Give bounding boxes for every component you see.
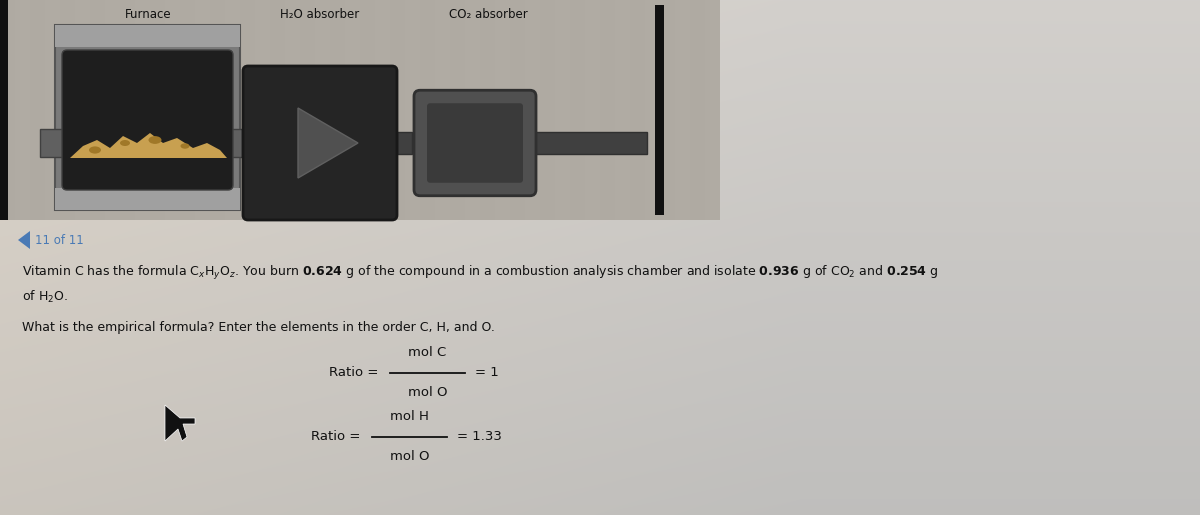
Ellipse shape (149, 136, 162, 144)
Ellipse shape (180, 143, 190, 149)
Text: 11 of 11: 11 of 11 (35, 233, 84, 247)
Text: CO₂ absorber: CO₂ absorber (449, 8, 527, 21)
FancyBboxPatch shape (256, 132, 263, 154)
FancyBboxPatch shape (55, 25, 240, 47)
Polygon shape (298, 108, 358, 178)
Text: mol O: mol O (408, 386, 448, 400)
Text: Ratio =: Ratio = (329, 367, 378, 380)
Text: mol O: mol O (390, 451, 430, 464)
Text: mol H: mol H (390, 410, 428, 423)
FancyBboxPatch shape (397, 132, 412, 154)
Text: Furnace: Furnace (125, 8, 172, 21)
Polygon shape (166, 405, 194, 441)
Text: = 1.33: = 1.33 (457, 431, 502, 443)
FancyBboxPatch shape (55, 188, 240, 210)
Text: H₂O absorber: H₂O absorber (281, 8, 360, 21)
FancyBboxPatch shape (414, 90, 536, 196)
Ellipse shape (120, 140, 130, 146)
FancyBboxPatch shape (244, 132, 397, 154)
Text: of H$_2$O.: of H$_2$O. (22, 289, 68, 305)
Text: mol C: mol C (408, 347, 446, 359)
FancyBboxPatch shape (244, 66, 397, 220)
Polygon shape (70, 133, 227, 158)
Text: Ratio =: Ratio = (311, 431, 360, 443)
FancyBboxPatch shape (55, 25, 240, 210)
FancyBboxPatch shape (0, 0, 8, 220)
FancyBboxPatch shape (655, 5, 664, 215)
FancyBboxPatch shape (0, 0, 720, 220)
FancyBboxPatch shape (427, 103, 523, 183)
Polygon shape (18, 231, 30, 249)
Text: Vitamin C has the formula C$_x$H$_y$O$_z$. You burn $\bf{0.624}$ g of the compou: Vitamin C has the formula C$_x$H$_y$O$_z… (22, 264, 938, 282)
FancyBboxPatch shape (62, 50, 233, 190)
Text: What is the empirical formula? Enter the elements in the order C, H, and O.: What is the empirical formula? Enter the… (22, 320, 494, 334)
FancyBboxPatch shape (415, 132, 535, 154)
Text: = 1: = 1 (475, 367, 499, 380)
FancyBboxPatch shape (40, 129, 254, 157)
Ellipse shape (89, 146, 101, 153)
FancyBboxPatch shape (535, 132, 647, 154)
